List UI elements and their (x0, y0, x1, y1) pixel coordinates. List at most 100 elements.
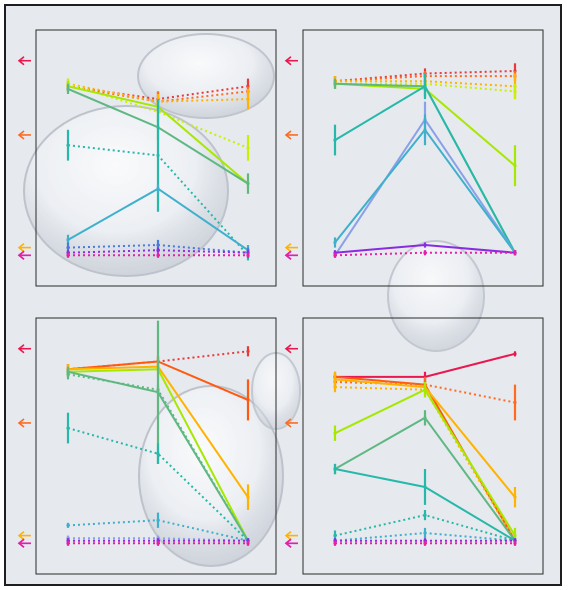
data-point-5-0 (66, 87, 70, 91)
data-point-10-2 (246, 541, 250, 545)
background-cell-image (23, 33, 485, 567)
data-point-8-0 (66, 246, 70, 250)
data-point-9-1 (423, 243, 427, 247)
data-point-7-1 (156, 187, 160, 191)
series-line-8 (334, 514, 516, 542)
series-line-8 (334, 128, 516, 254)
panel-bottom-left (17, 317, 277, 575)
data-point-7-0 (333, 467, 337, 471)
data-point-11-1 (423, 541, 427, 545)
chart-bottom-left (17, 317, 277, 575)
left-arrow-marker-0 (284, 56, 298, 66)
arrow-head-0 (17, 56, 25, 66)
panel-top-right (284, 29, 544, 287)
left-arrow-marker-1 (17, 418, 31, 428)
data-point-8-1 (423, 513, 427, 517)
data-point-2-2 (513, 400, 517, 405)
data-point-8-1 (156, 243, 160, 247)
axes-frame (35, 29, 277, 287)
axes-frame (302, 317, 544, 575)
data-point-10-0 (333, 253, 337, 257)
data-point-2-2 (246, 495, 250, 499)
left-arrow-marker-1 (284, 418, 298, 428)
data-point-3-2 (246, 146, 250, 150)
left-arrow-marker-4 (17, 250, 31, 260)
arrow-head-1 (17, 418, 25, 428)
data-point-10-1 (423, 251, 427, 255)
arrow-head-1 (284, 418, 292, 428)
data-point-10-2 (246, 253, 250, 257)
left-arrow-marker-0 (17, 344, 31, 354)
arrow-head-2 (284, 530, 292, 541)
arrow-head-4 (284, 250, 292, 260)
data-point-5-1 (156, 388, 160, 392)
data-point-10-0 (66, 253, 70, 257)
data-point-5-2 (246, 182, 250, 186)
left-arrow-marker-2 (284, 242, 298, 253)
data-point-8-0 (333, 534, 337, 538)
left-arrow-marker-4 (284, 538, 298, 548)
data-point-3-2 (513, 89, 517, 93)
data-point-7-0 (66, 523, 70, 527)
arrow-head-2 (284, 242, 292, 253)
left-arrow-marker-0 (17, 56, 31, 66)
data-point-5-0 (333, 82, 337, 86)
arrow-head-4 (284, 538, 292, 548)
left-arrow-marker-2 (17, 242, 31, 253)
data-point-7-1 (423, 485, 427, 489)
data-point-6-1 (156, 153, 160, 157)
left-arrow-marker-2 (17, 530, 31, 541)
data-point-8-0 (333, 240, 337, 245)
data-point-5-0 (333, 431, 337, 435)
panel-bottom-right (284, 317, 544, 575)
left-arrow-marker-1 (284, 130, 298, 140)
chart-top-right (284, 29, 544, 287)
data-point-10-1 (156, 253, 160, 257)
data-point-8-1 (423, 128, 427, 132)
data-point-10-0 (66, 541, 70, 545)
chart-bottom-right (284, 317, 544, 575)
data-point-10-1 (156, 541, 160, 545)
data-point-9-1 (423, 531, 427, 535)
data-point-6-1 (156, 452, 160, 456)
left-arrow-marker-2 (284, 530, 298, 541)
data-point-6-0 (66, 143, 70, 147)
arrow-head-2 (17, 242, 25, 253)
data-point-4-2 (513, 495, 517, 499)
data-point-10-2 (513, 251, 517, 255)
panel-top-left (17, 29, 277, 287)
axes-frame (302, 29, 544, 287)
data-point-7-1 (156, 518, 160, 522)
data-point-1-2 (246, 398, 250, 402)
data-point-0-2 (246, 349, 250, 353)
data-point-5-2 (513, 534, 517, 538)
arrow-head-2 (17, 530, 25, 541)
series-line-6 (67, 427, 249, 542)
left-arrow-marker-0 (284, 344, 298, 354)
data-point-4-2 (513, 164, 517, 168)
arrow-head-0 (284, 56, 292, 66)
data-point-6-0 (333, 138, 337, 142)
data-point-9-1 (156, 248, 160, 252)
figure-frame (4, 4, 562, 586)
axes-frame (35, 317, 277, 575)
data-point-11-0 (333, 541, 337, 545)
arrow-head-4 (17, 538, 25, 548)
data-point-6-0 (66, 426, 70, 430)
data-point-5-0 (66, 372, 70, 376)
data-point-5-1 (423, 388, 427, 392)
data-point-6-1 (423, 84, 427, 88)
arrow-head-4 (17, 250, 25, 260)
arrow-head-1 (17, 130, 25, 140)
data-point-4-0 (333, 377, 337, 381)
left-arrow-marker-1 (17, 130, 31, 140)
arrow-head-0 (284, 344, 292, 354)
data-point-7-0 (66, 238, 70, 242)
data-point-6-1 (423, 416, 427, 420)
arrow-head-0 (17, 344, 25, 354)
left-arrow-marker-4 (17, 538, 31, 548)
left-arrow-marker-4 (284, 250, 298, 260)
data-point-2-2 (246, 97, 250, 101)
data-point-11-2 (513, 541, 517, 545)
arrow-head-1 (284, 130, 292, 140)
